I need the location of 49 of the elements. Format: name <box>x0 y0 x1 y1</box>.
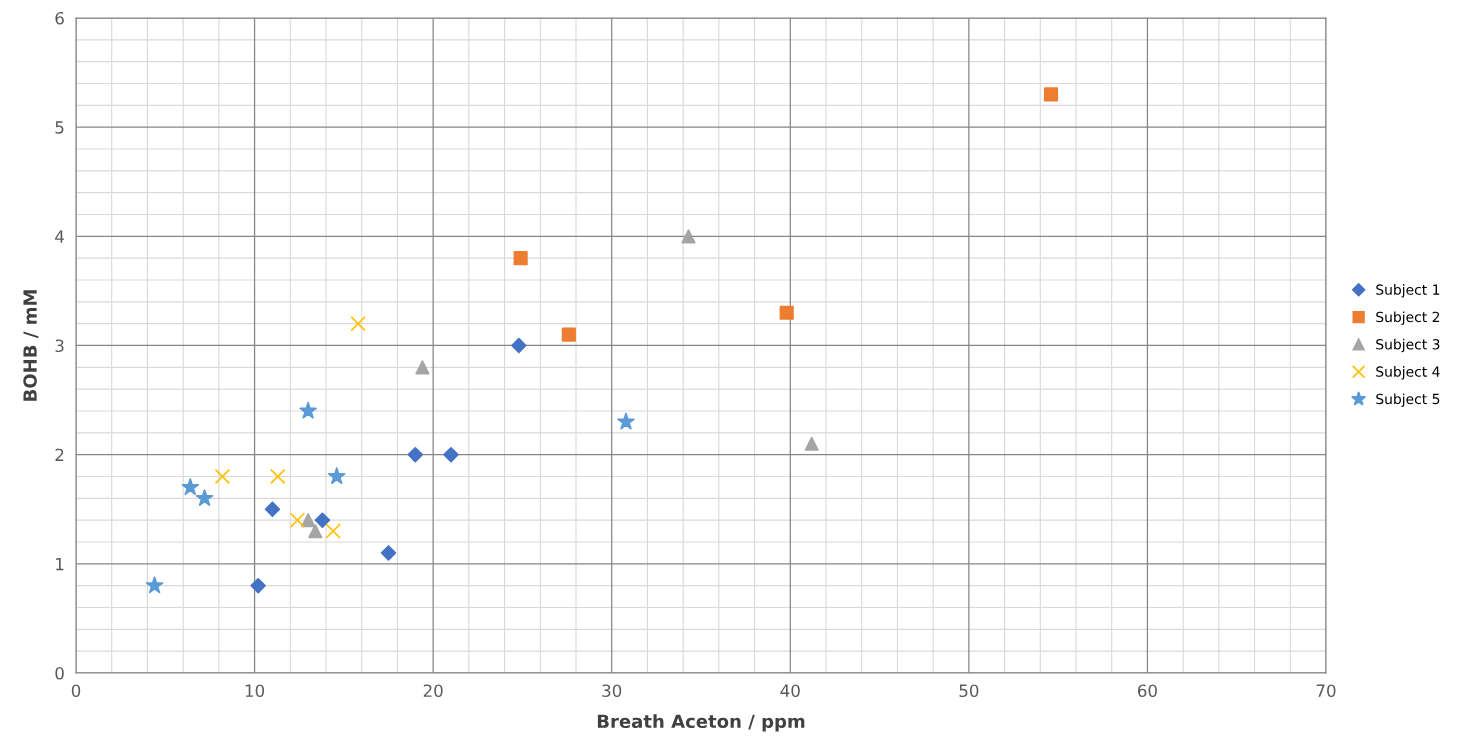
point <box>145 576 164 594</box>
point <box>804 436 819 451</box>
point <box>250 577 266 594</box>
point <box>443 446 459 463</box>
x-tick-label: 30 <box>602 684 622 698</box>
point <box>299 401 317 419</box>
legend-label: Subject 3 <box>1376 338 1440 353</box>
y-tick-label: 2 <box>55 448 64 461</box>
x-axis-title: Breath Aceton / ppm <box>597 714 805 732</box>
point <box>270 468 286 485</box>
x-tick-label: 40 <box>780 684 800 698</box>
y-tick-label: 4 <box>55 230 64 243</box>
point <box>561 327 576 342</box>
x-tick-label: 20 <box>423 684 443 698</box>
y-tick-label: 1 <box>56 558 64 571</box>
point <box>264 501 281 517</box>
y-tick-label: 5 <box>55 121 64 134</box>
point <box>681 229 696 244</box>
point <box>513 251 528 266</box>
point <box>301 513 316 528</box>
point <box>407 446 423 463</box>
point <box>308 523 323 539</box>
x-tick-label: 0 <box>71 684 81 698</box>
point <box>314 512 331 528</box>
legend-label: Subject 4 <box>1376 366 1440 380</box>
x-tick-label: 70 <box>1316 684 1336 698</box>
point <box>511 337 527 354</box>
point <box>617 412 635 430</box>
y-axis-title: BOHB / mM <box>23 290 39 401</box>
x-tick-label: 10 <box>245 684 265 698</box>
point <box>181 478 200 495</box>
point <box>214 468 231 485</box>
y-tick-label: 6 <box>55 11 64 25</box>
x-tick-label: 60 <box>1137 684 1157 698</box>
legend-label: Subject 5 <box>1376 393 1440 407</box>
point <box>327 467 346 485</box>
point <box>415 360 430 375</box>
y-tick-label: 3 <box>55 339 64 353</box>
point <box>1043 87 1059 102</box>
x-tick-label: 50 <box>959 684 979 698</box>
point <box>380 545 397 561</box>
point <box>289 512 306 528</box>
point <box>350 315 366 332</box>
point <box>325 523 341 539</box>
point <box>195 489 214 506</box>
y-tick-label: 0 <box>55 666 64 680</box>
legend-label: Subject 1 <box>1376 284 1440 298</box>
point <box>779 305 794 320</box>
legend-label: Subject 2 <box>1376 311 1440 325</box>
